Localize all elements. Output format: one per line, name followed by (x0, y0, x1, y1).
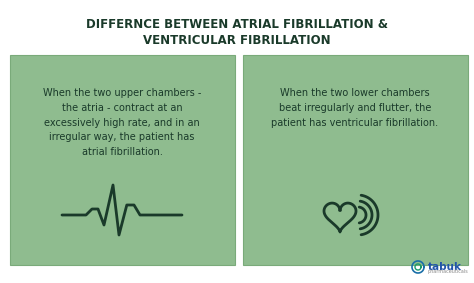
Text: pharmaceuticals: pharmaceuticals (428, 269, 469, 275)
Text: DIFFERNCE BETWEEN ATRIAL FIBRILLATION &: DIFFERNCE BETWEEN ATRIAL FIBRILLATION & (86, 18, 388, 31)
Text: VENTRICULAR FIBRILLATION: VENTRICULAR FIBRILLATION (143, 35, 331, 48)
Text: When the two lower chambers
beat irregularly and flutter, the
patient has ventri: When the two lower chambers beat irregul… (272, 88, 438, 128)
FancyBboxPatch shape (243, 55, 468, 265)
Text: tabuk: tabuk (428, 262, 462, 272)
Text: When the two upper chambers -
the atria - contract at an
excessively high rate, : When the two upper chambers - the atria … (43, 88, 201, 157)
FancyBboxPatch shape (10, 55, 235, 265)
